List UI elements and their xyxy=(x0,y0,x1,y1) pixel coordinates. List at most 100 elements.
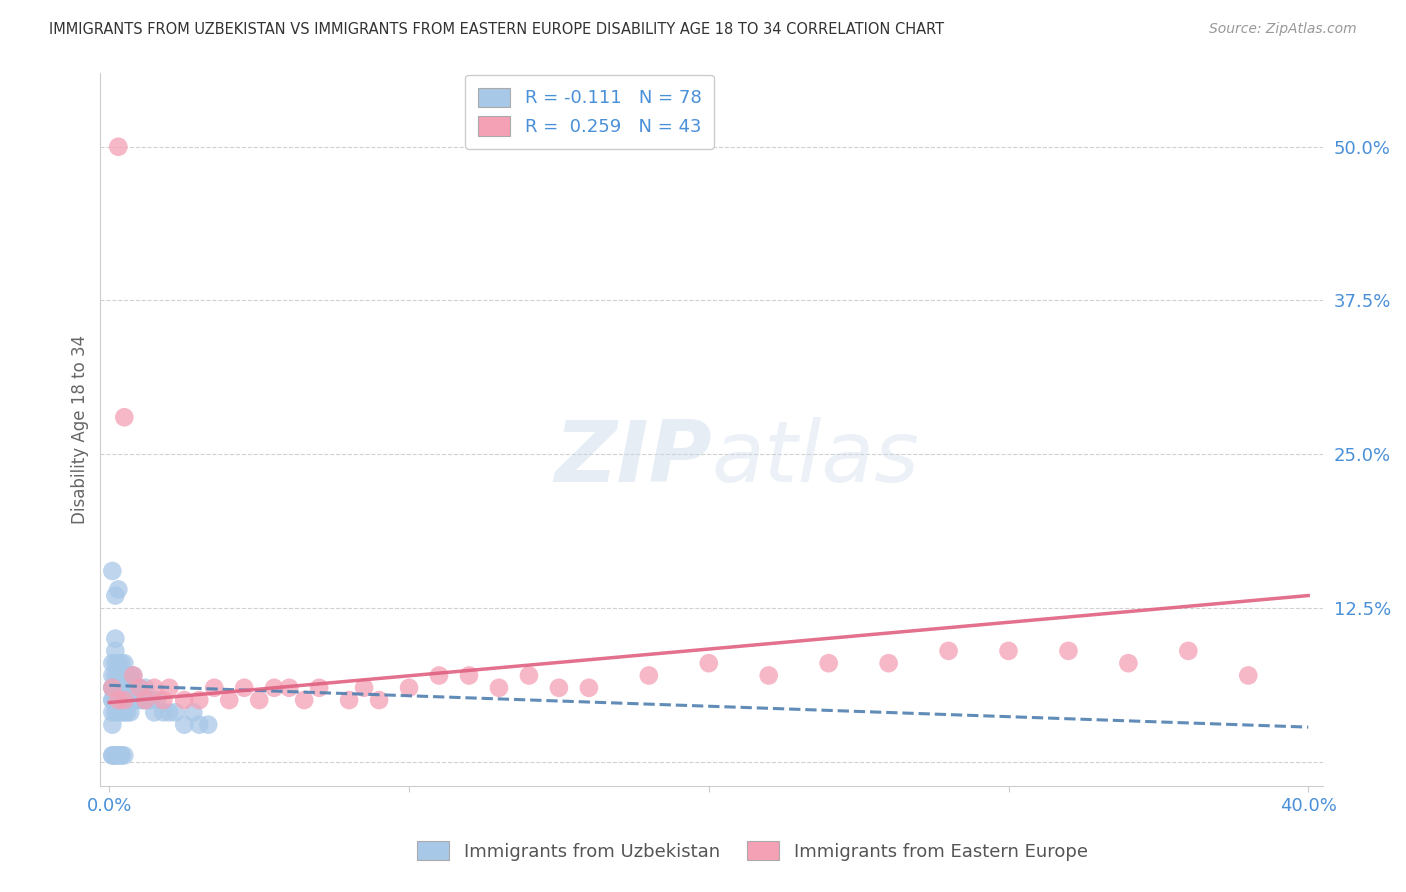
Point xyxy=(110,706,132,720)
Point xyxy=(107,681,129,695)
Point xyxy=(134,681,156,695)
Point xyxy=(1237,668,1260,682)
Point xyxy=(112,706,135,720)
Point xyxy=(122,681,145,695)
Point xyxy=(128,681,150,695)
Point xyxy=(202,681,225,695)
Point xyxy=(120,693,142,707)
Point xyxy=(101,681,124,695)
Point xyxy=(101,656,124,670)
Point xyxy=(548,681,571,695)
Point xyxy=(104,656,127,670)
Point xyxy=(112,681,135,695)
Point xyxy=(107,582,129,597)
Point xyxy=(278,681,301,695)
Point xyxy=(112,668,135,682)
Point xyxy=(104,681,127,695)
Text: IMMIGRANTS FROM UZBEKISTAN VS IMMIGRANTS FROM EASTERN EUROPE DISABILITY AGE 18 T: IMMIGRANTS FROM UZBEKISTAN VS IMMIGRANTS… xyxy=(49,22,945,37)
Point xyxy=(104,589,127,603)
Point xyxy=(112,693,135,707)
Point xyxy=(107,693,129,707)
Point xyxy=(817,656,839,670)
Point xyxy=(101,681,124,695)
Point xyxy=(101,681,124,695)
Point xyxy=(263,681,285,695)
Point xyxy=(104,748,127,763)
Point xyxy=(134,693,156,707)
Point xyxy=(157,706,180,720)
Point xyxy=(112,681,135,695)
Point xyxy=(141,693,163,707)
Point xyxy=(117,668,139,682)
Point xyxy=(117,706,139,720)
Point xyxy=(110,656,132,670)
Point xyxy=(120,681,142,695)
Point xyxy=(938,644,960,658)
Point xyxy=(112,410,135,425)
Point xyxy=(104,681,127,695)
Point xyxy=(101,668,124,682)
Point xyxy=(368,693,391,707)
Point xyxy=(143,706,166,720)
Point xyxy=(125,693,148,707)
Point xyxy=(128,693,150,707)
Point xyxy=(218,693,240,707)
Point xyxy=(120,706,142,720)
Point xyxy=(181,706,204,720)
Point xyxy=(110,748,132,763)
Point xyxy=(101,748,124,763)
Point xyxy=(107,140,129,154)
Point xyxy=(997,644,1019,658)
Legend: R = -0.111   N = 78, R =  0.259   N = 43: R = -0.111 N = 78, R = 0.259 N = 43 xyxy=(465,75,714,149)
Point xyxy=(104,644,127,658)
Point xyxy=(146,693,169,707)
Point xyxy=(488,681,510,695)
Point xyxy=(107,693,129,707)
Point xyxy=(104,668,127,682)
Point xyxy=(165,706,187,720)
Point xyxy=(122,668,145,682)
Point xyxy=(1118,656,1140,670)
Point xyxy=(110,748,132,763)
Point xyxy=(110,668,132,682)
Point xyxy=(107,656,129,670)
Point xyxy=(112,693,135,707)
Point xyxy=(1177,644,1199,658)
Point xyxy=(136,693,159,707)
Y-axis label: Disability Age 18 to 34: Disability Age 18 to 34 xyxy=(72,335,89,524)
Point xyxy=(104,748,127,763)
Point xyxy=(104,632,127,646)
Legend: Immigrants from Uzbekistan, Immigrants from Eastern Europe: Immigrants from Uzbekistan, Immigrants f… xyxy=(408,831,1097,870)
Text: atlas: atlas xyxy=(711,417,920,500)
Point xyxy=(101,693,124,707)
Point xyxy=(697,656,720,670)
Point xyxy=(517,668,540,682)
Point xyxy=(101,748,124,763)
Point xyxy=(104,693,127,707)
Point xyxy=(1057,644,1080,658)
Point xyxy=(173,717,195,731)
Point xyxy=(157,681,180,695)
Point xyxy=(758,668,780,682)
Point xyxy=(117,693,139,707)
Point xyxy=(101,693,124,707)
Point xyxy=(353,681,375,695)
Point xyxy=(107,748,129,763)
Point xyxy=(152,693,174,707)
Text: ZIP: ZIP xyxy=(554,417,711,500)
Point xyxy=(292,693,315,707)
Point xyxy=(117,681,139,695)
Text: Source: ZipAtlas.com: Source: ZipAtlas.com xyxy=(1209,22,1357,37)
Point xyxy=(233,681,256,695)
Point xyxy=(101,706,124,720)
Point xyxy=(131,693,153,707)
Point xyxy=(427,668,450,682)
Point xyxy=(458,668,481,682)
Point xyxy=(308,681,330,695)
Point xyxy=(134,693,156,707)
Point xyxy=(128,681,150,695)
Point xyxy=(188,717,211,731)
Point xyxy=(152,706,174,720)
Point xyxy=(247,693,270,707)
Point xyxy=(125,681,148,695)
